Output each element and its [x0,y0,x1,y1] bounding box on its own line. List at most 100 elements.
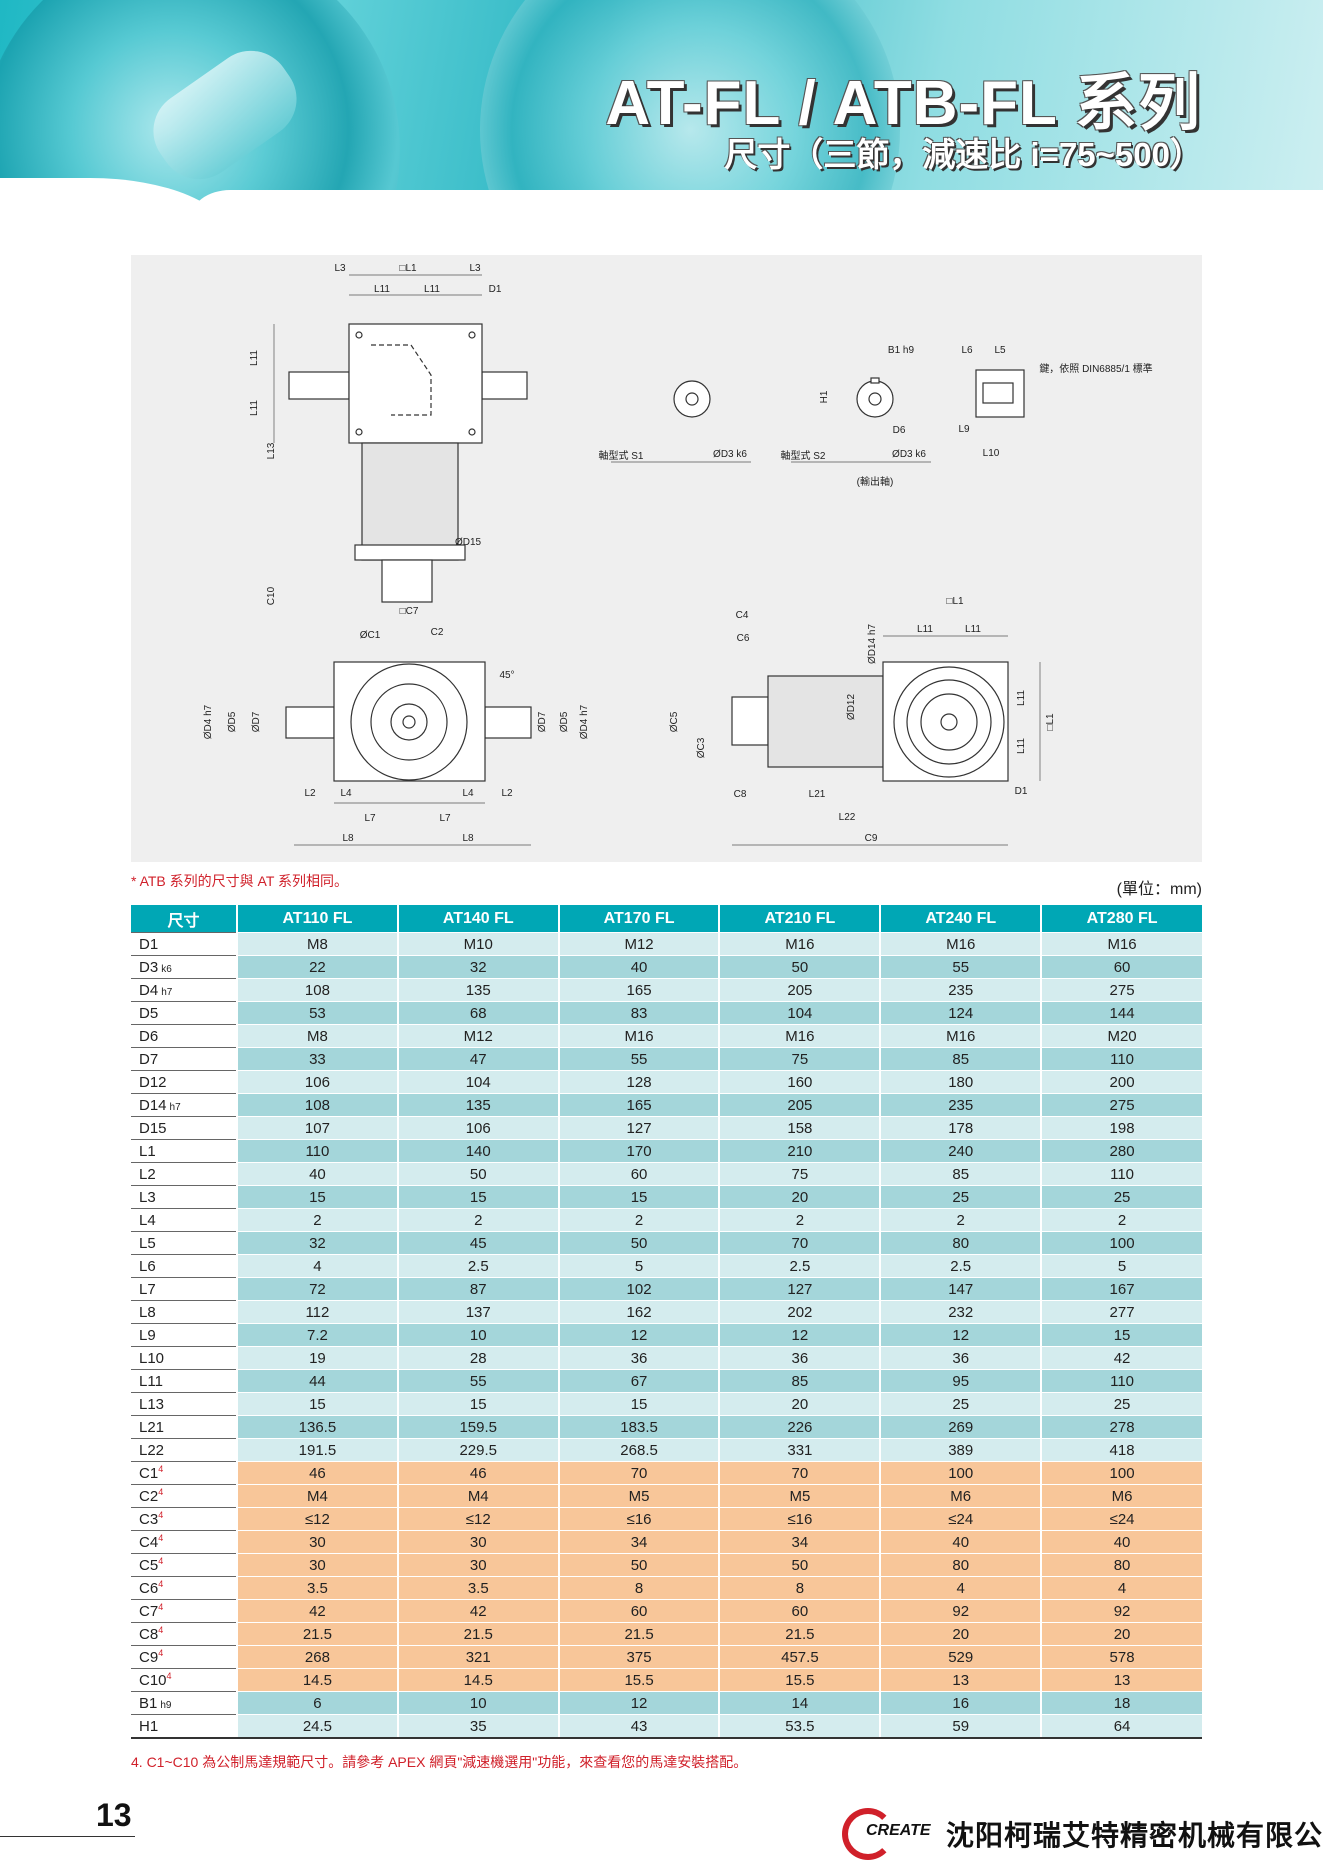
row-label-text: L9 [139,1326,156,1344]
gearbox-photo-2 [480,0,900,222]
footnote-marker: 4 [158,1648,164,1658]
table-cell: 42 [236,1599,398,1623]
table-cell: 64 [1040,1714,1202,1739]
table-cell: 50 [557,1231,720,1255]
table-cell: 106 [396,1116,559,1140]
footnote-marker: 4 [158,1625,164,1635]
dimension-label: L8 [342,833,354,844]
footnote-marker: 4 [166,1671,172,1681]
table-cell: 240 [879,1139,1042,1163]
table-cell: 15 [396,1185,559,1209]
table-cell: 210 [718,1139,881,1163]
table-cell: 5 [1040,1254,1202,1278]
row-label-text: C5 [139,1557,159,1574]
row-label: D1 [131,932,237,956]
table-cell: 22 [236,955,398,979]
row-label-text: L21 [139,1418,165,1436]
table-row: D1 M8 M10 M12 M16 M16 M16 [131,932,1202,956]
table-row: D3 k6 22 32 40 50 55 60 [131,955,1202,979]
table-cell: 43 [557,1714,720,1739]
table-cell: M5 [557,1484,720,1508]
table-row: L22 191.5 229.5 268.5 331 389 418 [131,1438,1202,1462]
table-cell: 4 [236,1254,398,1278]
dimension-label: L7 [439,813,451,824]
table-cell: M16 [718,932,881,956]
table-cell: 50 [718,955,881,979]
table-cell: 106 [236,1070,398,1094]
dimension-label: 軸型式 S2 [780,449,825,462]
table-cell: M8 [236,1024,398,1048]
table-row: L9 7.2 10 12 12 12 15 [131,1323,1202,1347]
row-label: C104 [131,1668,237,1692]
row-label: L2 [131,1162,237,1186]
table-cell: 275 [1040,978,1202,1002]
dimension-label: ØD7 [537,711,548,732]
table-cell: 183.5 [557,1415,720,1439]
table-row: L2 40 50 60 75 85 110 [131,1162,1202,1186]
dimension-label: ØD15 [455,537,482,548]
dimension-label: 鍵，依照 DIN6885/1 標準 [1039,362,1152,375]
corner-header: 尺寸 [131,905,237,933]
table-cell: 4 [879,1576,1042,1600]
table-cell: 158 [718,1116,881,1140]
row-label-text: D7 [139,1050,159,1068]
row-label-text: D14 [139,1096,167,1114]
table-cell: M16 [879,932,1042,956]
row-label: L5 [131,1231,237,1255]
table-cell: 15 [236,1392,398,1416]
dimension-label: L11 [965,624,981,635]
table-cell: 13 [1040,1668,1202,1692]
table-cell: 235 [879,1093,1042,1117]
dimension-label: 軸型式 S1 [598,449,643,462]
table-cell: 277 [1040,1300,1202,1324]
table-cell: 159.5 [396,1415,559,1439]
table-cell: 36 [557,1346,720,1370]
table-cell: 100 [1040,1231,1202,1255]
create-logo: CREATE [842,1808,934,1860]
table-cell: 44 [236,1369,398,1393]
row-label: D4 h7 [131,978,237,1002]
table-cell: 10 [396,1691,559,1715]
row-label: C84 [131,1622,237,1646]
row-label: H1 [131,1714,237,1739]
row-label: C14 [131,1461,237,1485]
row-label-text: L1 [139,1142,156,1160]
dimension-label: L11 [249,350,260,366]
table-cell: 15 [1040,1323,1202,1347]
table-cell: 46 [396,1461,559,1485]
row-label-text: D3 [139,958,159,976]
table-row: B1 h9 6 10 12 14 16 18 [131,1691,1202,1715]
table-cell: 191.5 [236,1438,398,1462]
table-cell: 135 [396,978,559,1002]
table-cell: 19 [236,1346,398,1370]
table-cell: M16 [1040,932,1202,956]
row-label-text: L13 [139,1395,165,1413]
dimension-label: L2 [304,788,316,799]
dimension-label: L11 [1016,738,1027,754]
table-cell: 85 [879,1162,1042,1186]
tolerance-subscript: k6 [161,963,172,975]
dimension-label: L11 [249,400,260,416]
table-cell: M4 [236,1484,398,1508]
top-view [288,323,528,603]
row-label: L7 [131,1277,237,1301]
unit-label: (單位：mm) [1116,881,1202,898]
table-cell: 389 [879,1438,1042,1462]
table-cell: 529 [879,1645,1042,1669]
footnote-marker: 4 [158,1510,164,1520]
dimension-label: C6 [737,633,750,644]
table-cell: 108 [236,978,398,1002]
table-cell: 2 [396,1208,559,1232]
shaft-key-view [975,369,1025,418]
table-cell: 107 [236,1116,398,1140]
table-cell: 278 [1040,1415,1202,1439]
row-label-text: H1 [139,1717,159,1735]
tolerance-subscript: h7 [161,986,173,998]
row-label: D3 k6 [131,955,237,979]
table-cell: 40 [557,955,720,979]
table-cell: 2 [236,1208,398,1232]
table-cell: 50 [557,1553,720,1577]
table-cell: 170 [557,1139,720,1163]
table-cell: 60 [557,1162,720,1186]
dimension-label: ØD5 [227,711,238,732]
